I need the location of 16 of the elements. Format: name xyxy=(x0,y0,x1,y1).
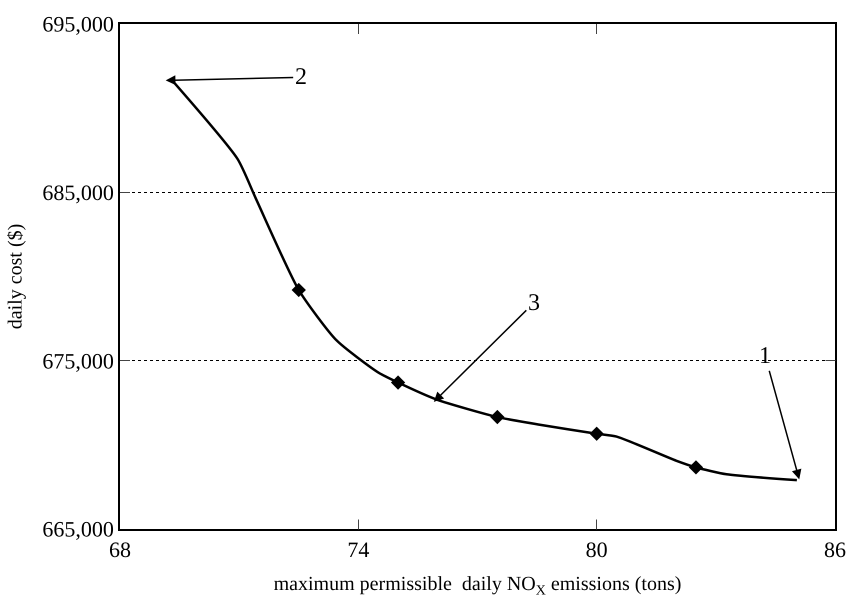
x-axis-title: maximum permissible daily NO$_{X}$ emissions (tons) xyxy=(274,573,682,598)
point xyxy=(688,460,704,475)
annotation: 1 xyxy=(759,343,771,369)
y-axis-title: daily cost ($) xyxy=(4,224,26,330)
y-tick-label: 695,000 xyxy=(42,12,114,37)
x-tick-label: 80 xyxy=(586,537,608,562)
point xyxy=(490,410,505,424)
x-tick-label: 74 xyxy=(347,537,370,562)
point xyxy=(292,282,306,298)
annotation: 3 xyxy=(528,290,540,316)
y-tick-label: 685,000 xyxy=(42,180,114,206)
annotation: 2 xyxy=(295,64,307,90)
point xyxy=(590,426,604,441)
point xyxy=(390,375,406,390)
y-tick-label: 675,000 xyxy=(42,348,114,374)
x-tick-label: 86 xyxy=(824,537,846,562)
